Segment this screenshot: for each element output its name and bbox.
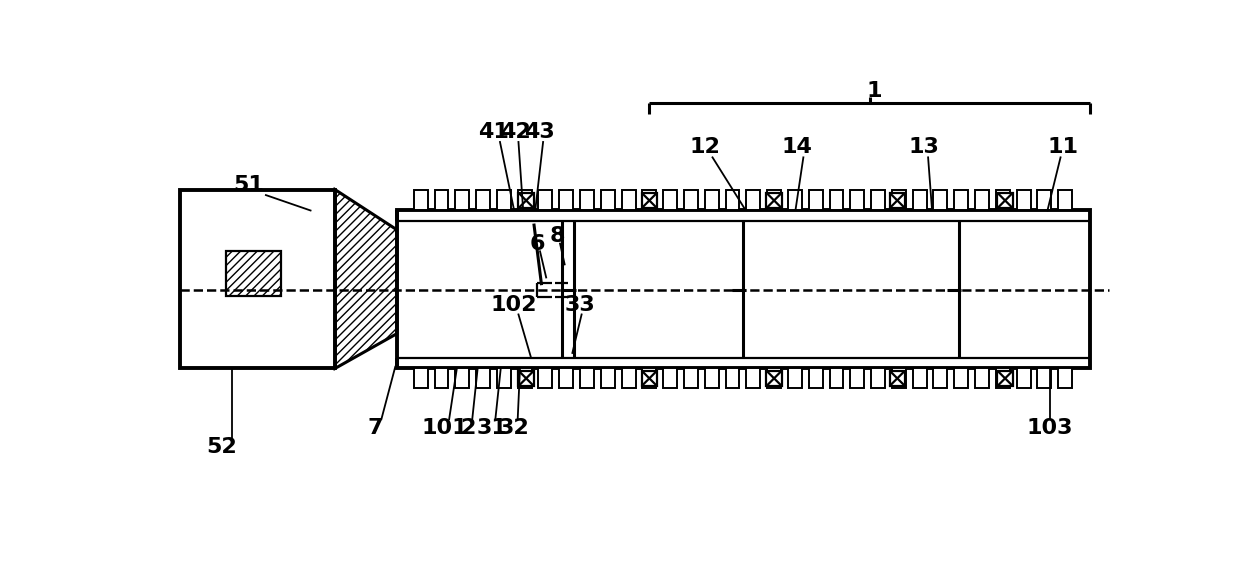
- Bar: [808, 369, 822, 388]
- Bar: [601, 191, 615, 210]
- Bar: [601, 369, 615, 388]
- Bar: [934, 191, 947, 210]
- Bar: [476, 369, 490, 388]
- Bar: [1058, 191, 1073, 210]
- Text: 52: 52: [206, 437, 237, 457]
- Text: 7: 7: [367, 418, 383, 438]
- Bar: [414, 191, 428, 210]
- Bar: [641, 193, 657, 208]
- Bar: [226, 251, 281, 296]
- Bar: [746, 191, 760, 210]
- Bar: [934, 369, 947, 388]
- Bar: [559, 191, 573, 210]
- Bar: [684, 191, 698, 210]
- Bar: [538, 369, 552, 388]
- Bar: [955, 369, 968, 388]
- Bar: [913, 191, 926, 210]
- Text: 41: 41: [479, 122, 510, 142]
- Text: 11: 11: [1048, 137, 1079, 158]
- Bar: [497, 369, 511, 388]
- Text: 8: 8: [549, 226, 564, 246]
- Text: 51: 51: [233, 175, 264, 195]
- Bar: [725, 191, 739, 210]
- Bar: [830, 191, 843, 210]
- Bar: [1017, 191, 1030, 210]
- Bar: [997, 371, 1013, 386]
- Bar: [518, 193, 534, 208]
- Bar: [704, 369, 719, 388]
- Bar: [476, 191, 490, 210]
- Text: 31: 31: [476, 418, 507, 438]
- Bar: [455, 369, 469, 388]
- Bar: [889, 193, 905, 208]
- Bar: [517, 369, 532, 388]
- Bar: [892, 191, 905, 210]
- Bar: [621, 369, 635, 388]
- Bar: [1038, 369, 1052, 388]
- Text: 32: 32: [498, 418, 529, 438]
- Bar: [704, 191, 719, 210]
- Bar: [766, 193, 781, 208]
- Bar: [641, 371, 657, 386]
- Bar: [663, 191, 677, 210]
- Bar: [997, 193, 1013, 208]
- Text: 14: 14: [781, 137, 812, 158]
- Bar: [768, 369, 781, 388]
- Bar: [851, 191, 864, 210]
- Bar: [1017, 369, 1030, 388]
- Text: 13: 13: [909, 137, 940, 158]
- Bar: [684, 369, 698, 388]
- Text: 42: 42: [500, 122, 531, 142]
- Bar: [1038, 191, 1052, 210]
- Text: 33: 33: [564, 295, 595, 315]
- Bar: [725, 369, 739, 388]
- Bar: [559, 369, 573, 388]
- Bar: [497, 191, 511, 210]
- Bar: [414, 369, 428, 388]
- Text: 6: 6: [529, 234, 544, 253]
- Bar: [913, 369, 926, 388]
- Text: 103: 103: [1027, 418, 1073, 438]
- Bar: [892, 369, 905, 388]
- Bar: [1058, 369, 1073, 388]
- Bar: [872, 369, 885, 388]
- Bar: [996, 191, 1009, 210]
- Bar: [975, 191, 990, 210]
- Text: 2: 2: [461, 418, 476, 438]
- Text: 102: 102: [491, 295, 537, 315]
- Bar: [808, 191, 822, 210]
- Bar: [787, 369, 802, 388]
- Bar: [518, 371, 534, 386]
- Bar: [455, 191, 469, 210]
- Bar: [746, 369, 760, 388]
- Bar: [642, 191, 656, 210]
- Bar: [787, 191, 802, 210]
- Text: 12: 12: [689, 137, 720, 158]
- Bar: [830, 369, 843, 388]
- Bar: [434, 191, 449, 210]
- Bar: [434, 369, 449, 388]
- Bar: [996, 369, 1009, 388]
- Bar: [621, 191, 635, 210]
- Bar: [872, 191, 885, 210]
- Bar: [955, 191, 968, 210]
- Bar: [642, 369, 656, 388]
- Text: 101: 101: [422, 418, 467, 438]
- Text: 1: 1: [867, 81, 882, 101]
- Bar: [517, 191, 532, 210]
- Bar: [851, 369, 864, 388]
- Bar: [889, 371, 905, 386]
- Bar: [180, 190, 335, 369]
- Text: 43: 43: [523, 122, 554, 142]
- Bar: [580, 369, 594, 388]
- Bar: [538, 191, 552, 210]
- Bar: [397, 210, 1090, 369]
- Bar: [766, 371, 781, 386]
- Bar: [580, 191, 594, 210]
- Bar: [768, 191, 781, 210]
- Bar: [663, 369, 677, 388]
- Bar: [975, 369, 990, 388]
